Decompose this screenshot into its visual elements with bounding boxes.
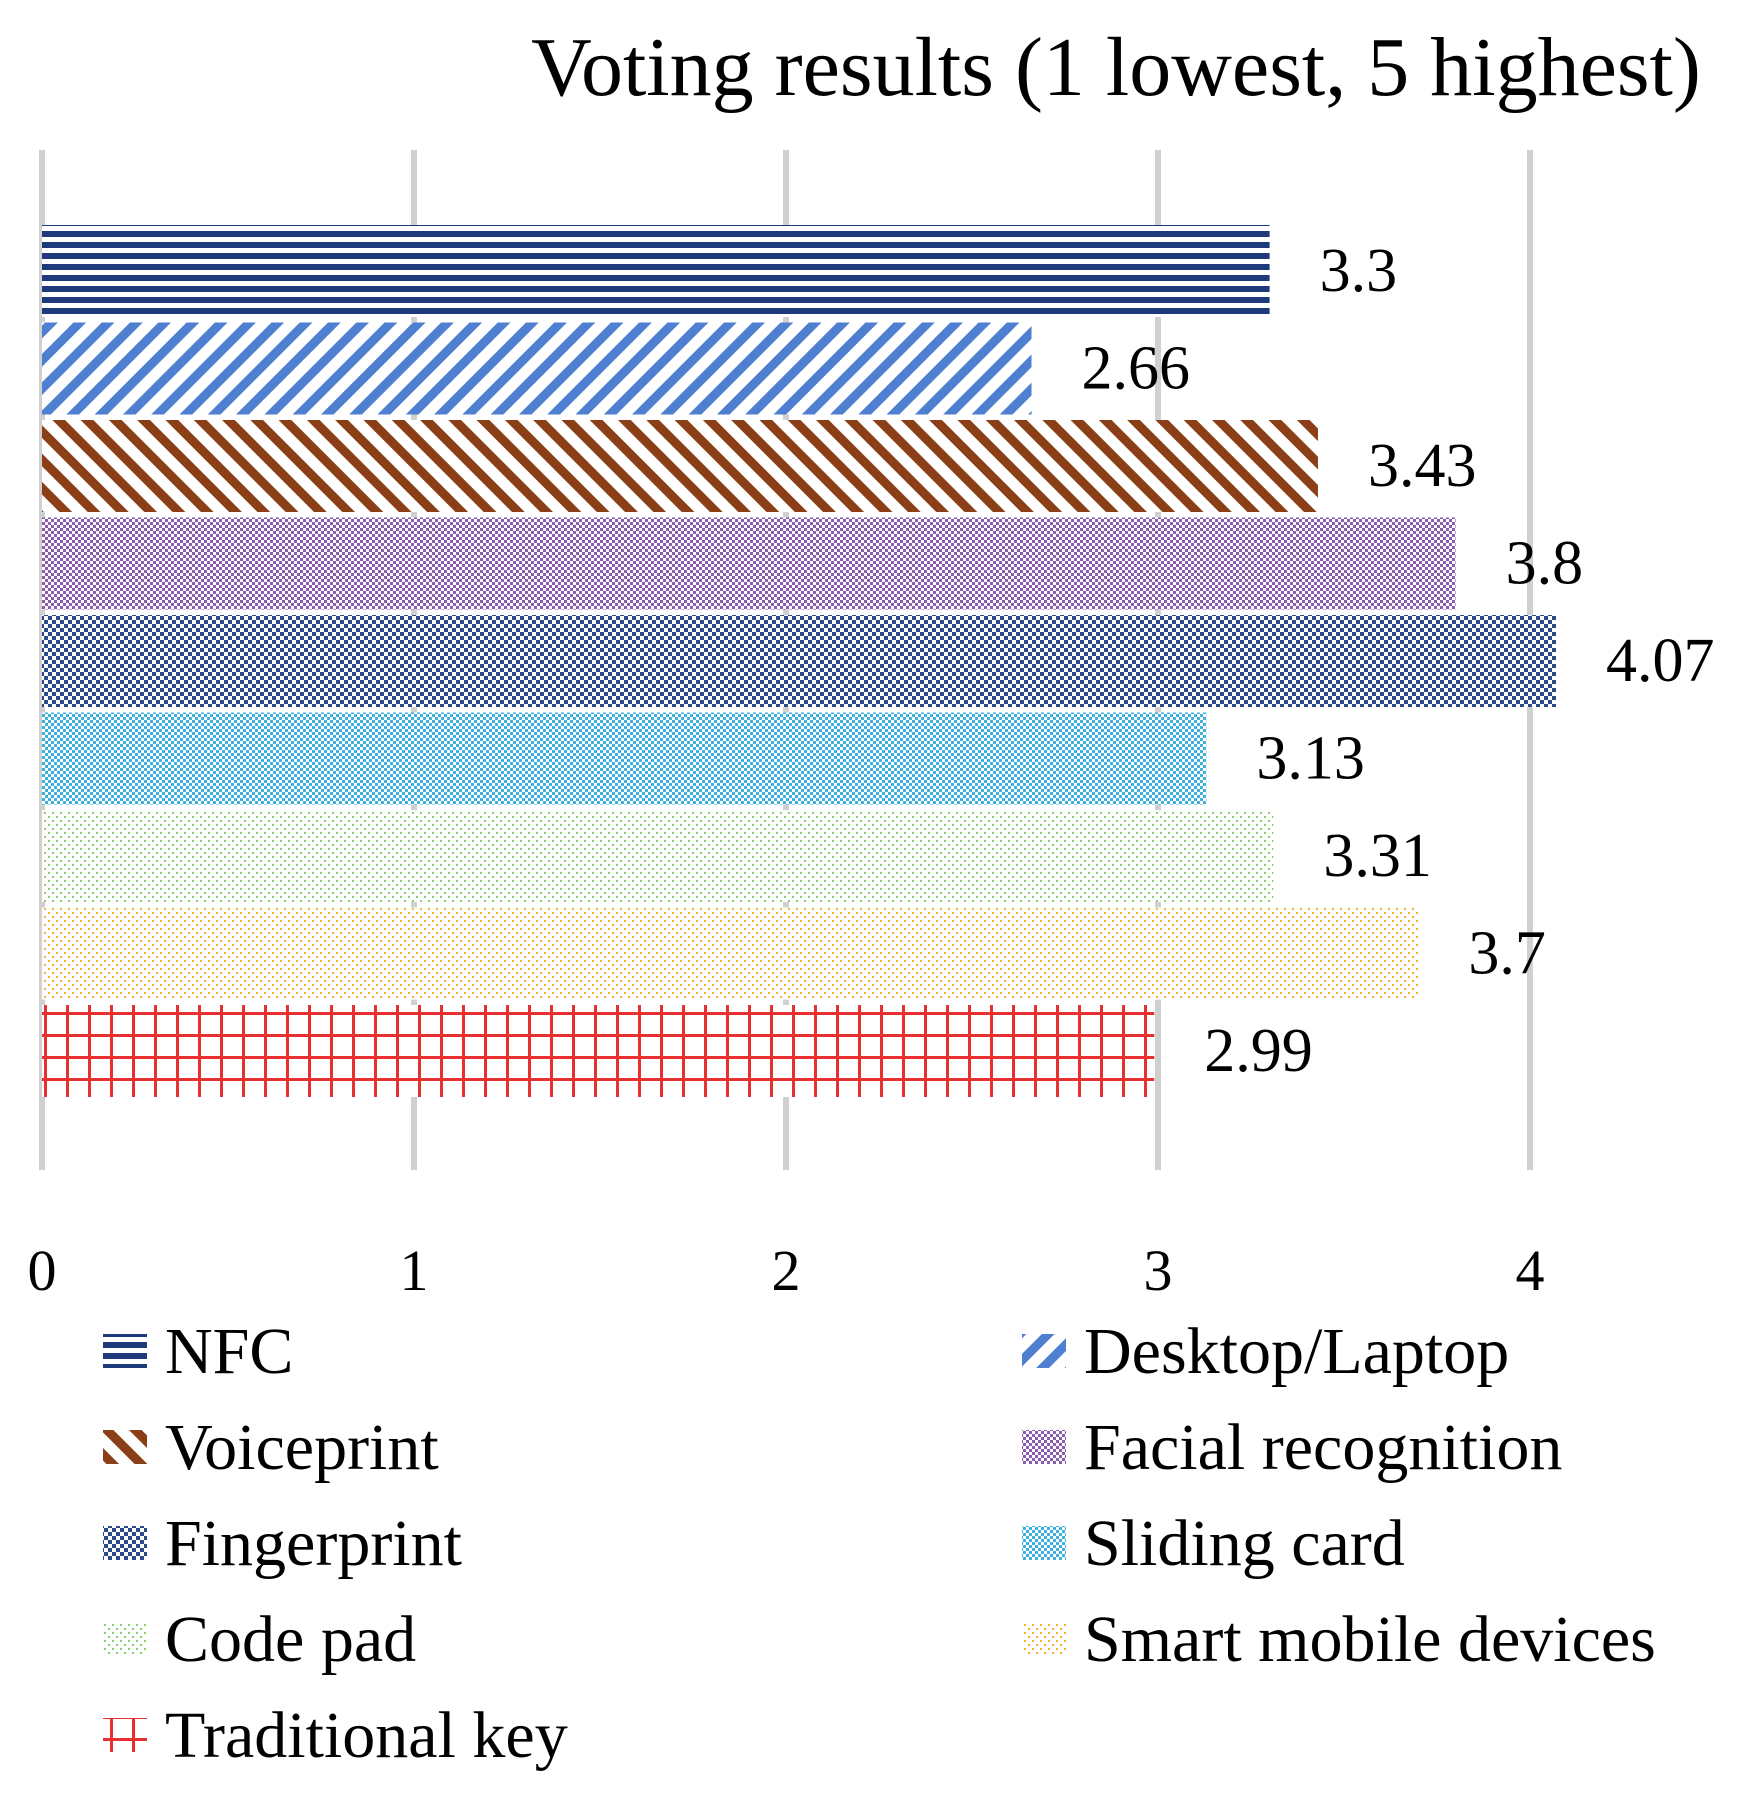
legend-item: Voiceprint [103, 1411, 439, 1484]
legend-swatch [1022, 1430, 1066, 1464]
legend-label: Facial recognition [1084, 1411, 1562, 1484]
data-label: 4.07 [1606, 627, 1715, 695]
legend-label: Fingerprint [165, 1507, 462, 1580]
legend-label: Voiceprint [165, 1411, 439, 1484]
legend-item: Traditional key [103, 1699, 568, 1772]
legend-label: Desktop/Laptop [1084, 1315, 1509, 1388]
data-label: 3.3 [1320, 237, 1398, 305]
x-tick-label: 3 [1144, 1238, 1173, 1303]
legend-swatch [103, 1622, 147, 1656]
bar-desktop-laptop [42, 322, 1032, 415]
x-tick-label: 0 [28, 1238, 57, 1303]
bar-sliding-card [42, 712, 1207, 805]
x-axis-ticks: 0 1 2 3 4 [28, 1238, 1545, 1303]
data-label: 3.7 [1468, 920, 1546, 988]
legend-swatch [103, 1526, 147, 1560]
data-label: 3.8 [1506, 530, 1584, 598]
legend-swatch [103, 1718, 147, 1752]
bar-code-pad [42, 810, 1274, 902]
bar-facial-recognition [42, 517, 1456, 610]
data-labels: 3.3 2.66 3.43 3.8 4.07 3.13 3.31 3.7 2.99 [1082, 237, 1715, 1085]
x-tick-label: 4 [1516, 1238, 1545, 1303]
data-label: 2.99 [1204, 1017, 1313, 1085]
legend-item: Sliding card [1022, 1507, 1405, 1580]
bar-fingerprint [42, 615, 1557, 707]
legend-item: Fingerprint [103, 1507, 462, 1580]
legend-label: Sliding card [1084, 1507, 1405, 1580]
legend-swatch [1022, 1526, 1066, 1560]
legend-item: Code pad [103, 1603, 416, 1676]
legend-label: Smart mobile devices [1084, 1603, 1656, 1676]
data-label: 3.31 [1323, 822, 1432, 890]
legend-item: Desktop/Laptop [1022, 1315, 1509, 1388]
legend-label: NFC [165, 1315, 293, 1388]
legend-item: Smart mobile devices [1022, 1603, 1656, 1676]
data-label: 3.43 [1368, 432, 1477, 500]
legend-swatch [103, 1334, 147, 1368]
bars [42, 225, 1557, 1097]
legend-swatch [1022, 1334, 1066, 1368]
x-tick-label: 1 [400, 1238, 429, 1303]
legend-label: Traditional key [165, 1699, 568, 1772]
legend-swatch [103, 1430, 147, 1464]
legend: NFC Desktop/Laptop Voiceprint Facial recogn… [103, 1315, 1656, 1772]
x-tick-label: 2 [772, 1238, 801, 1303]
bar-nfc [42, 225, 1270, 317]
legend-label: Code pad [165, 1603, 416, 1676]
legend-item: Facial recognition [1022, 1411, 1562, 1484]
legend-swatch [1022, 1622, 1066, 1656]
bar-smart-mobile-devices [42, 907, 1419, 1000]
chart-title: Voting results (1 lowest, 5 highest) [531, 21, 1701, 114]
data-label: 3.13 [1256, 725, 1365, 793]
data-label: 2.66 [1082, 335, 1191, 403]
legend-item: NFC [103, 1315, 293, 1388]
bar-traditional-key [42, 1005, 1155, 1097]
bar-voiceprint [42, 420, 1318, 512]
